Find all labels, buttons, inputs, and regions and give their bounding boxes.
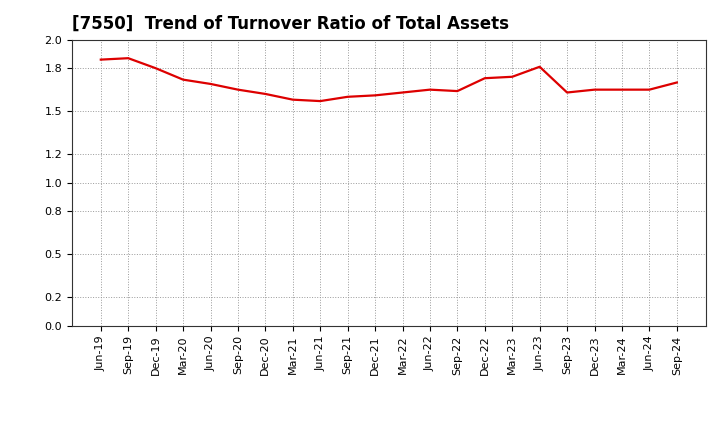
Text: [7550]  Trend of Turnover Ratio of Total Assets: [7550] Trend of Turnover Ratio of Total …	[72, 15, 509, 33]
